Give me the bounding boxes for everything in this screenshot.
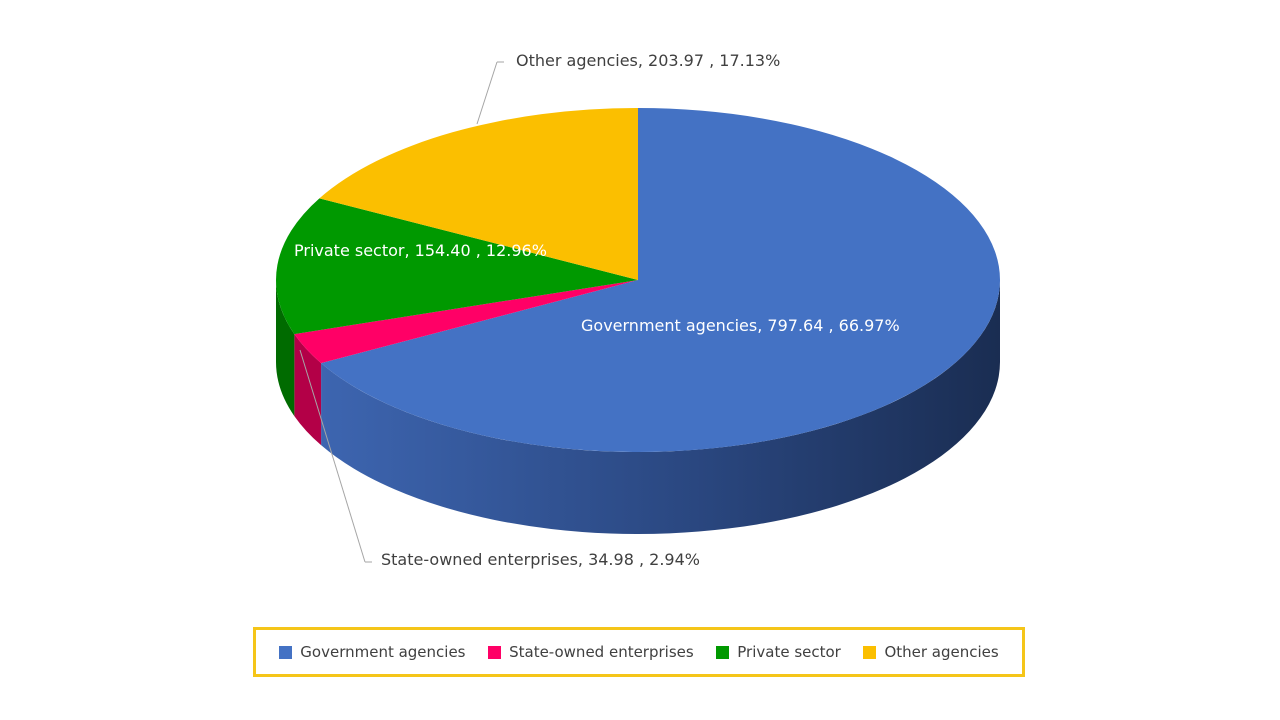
pie-slice-other-agencies — [319, 108, 638, 280]
pie-slice-state-owned-enterprises — [294, 280, 638, 364]
legend-label: Other agencies — [884, 643, 999, 661]
legend-label: Private sector — [737, 643, 841, 661]
legend-swatch-other — [863, 645, 877, 659]
data-label-private-sector: Private sector, 154.40 , 12.96% — [294, 241, 547, 260]
legend-item-government-agencies: Government agencies — [279, 643, 466, 661]
other-leader-line — [476, 61, 498, 125]
state-leader-line — [299, 349, 366, 563]
legend-label: State-owned enterprises — [509, 643, 694, 661]
legend-item-private-sector: Private sector — [716, 643, 841, 661]
pie-slice-private-sector — [276, 198, 638, 335]
pie-slice-government-agencies — [321, 108, 1000, 453]
legend-label: Government agencies — [300, 643, 466, 661]
chart-legend: Government agencies State-owned enterpri… — [253, 627, 1025, 677]
data-label-state-owned-enterprises: State-owned enterprises, 34.98 , 2.94% — [381, 550, 700, 569]
data-label-other-agencies: Other agencies, 203.97 , 17.13% — [516, 51, 780, 70]
data-label-government-agencies: Government agencies, 797.64 , 66.97% — [581, 316, 900, 335]
pie-side-government-agencies — [321, 280, 1001, 535]
legend-swatch-private — [716, 645, 730, 659]
legend-item-state-owned-enterprises: State-owned enterprises — [488, 643, 694, 661]
pie-side-state-owned-enterprises — [294, 334, 322, 446]
legend-swatch-state — [488, 645, 502, 659]
legend-item-other-agencies: Other agencies — [863, 643, 999, 661]
legend-swatch-government — [279, 645, 293, 659]
pie-side-private-sector — [276, 280, 295, 417]
